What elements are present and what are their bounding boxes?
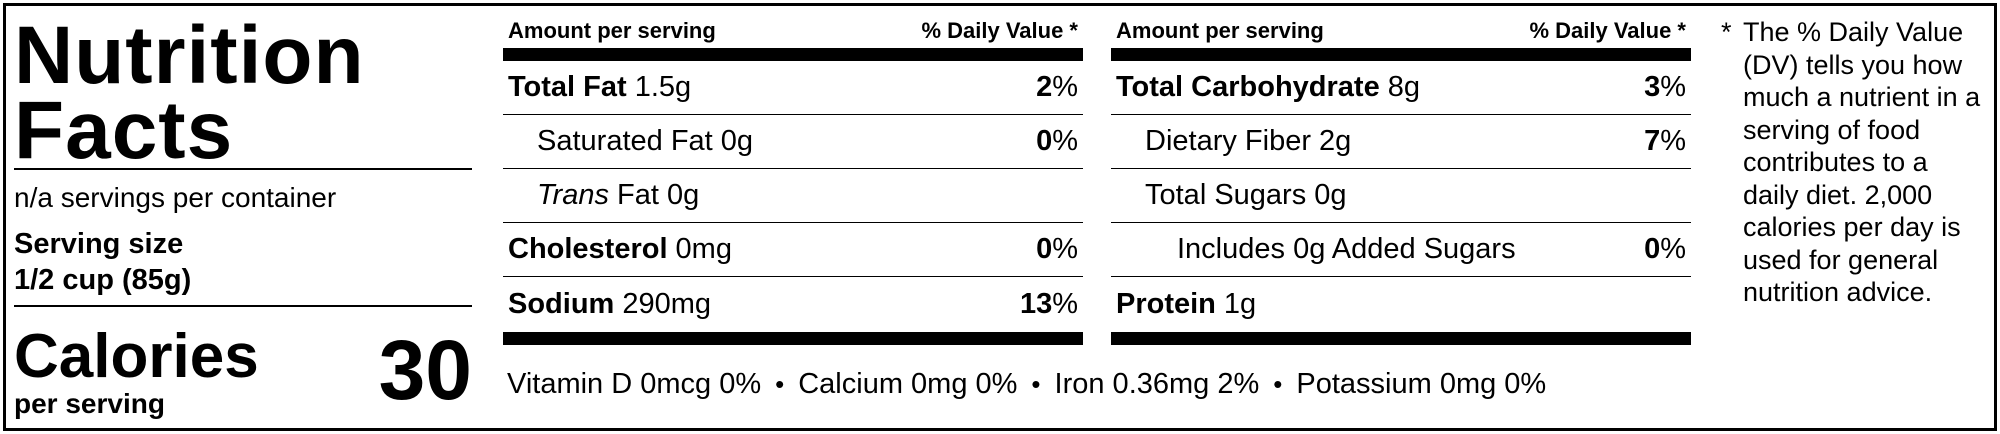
thick-rule (1111, 48, 1691, 61)
amount-per-serving-header: Amount per serving (508, 18, 716, 43)
daily-value-percent: 0% (1036, 125, 1078, 157)
nutrient-name: Cholesterol (508, 233, 668, 265)
nutrient-row-total-fat: Total Fat 1.5g 2% (503, 61, 1083, 115)
nutrient-name: Protein (1116, 287, 1216, 320)
nutrient-amount: 290mg (622, 287, 712, 320)
daily-value-percent: 2% (1036, 71, 1078, 103)
vitamins-minerals-line: Vitamin D 0mcg 0% • Calcium 0mg 0% • Iro… (503, 354, 1693, 414)
nutrition-facts-label (3, 3, 1997, 431)
nutrient-amount: 0g (1314, 179, 1347, 211)
nutrient-row-dietary-fiber: Dietary Fiber 2g 7% (1111, 115, 1691, 169)
nutrient-amount: 1g (1223, 287, 1257, 320)
calories-label: Calories (14, 322, 259, 391)
calories-value: 30 (378, 323, 472, 417)
nutrient-row-cholesterol: Cholesterol 0mg 0% (503, 223, 1083, 277)
nutrient-name: Total Sugars (1145, 179, 1307, 211)
nutrient-row-added-sugars: Includes 0g Added Sugars 0% (1111, 223, 1691, 277)
nutrient-table-left: Amount per serving % Daily Value * Total… (503, 10, 1083, 420)
nutrient-row-trans-fat: Trans Fat 0g (503, 169, 1083, 223)
table-header: Amount per serving % Daily Value * (1116, 14, 1686, 48)
nutrient-name: Total Fat (508, 71, 627, 103)
serving-size: Serving size 1/2 cup (85g) (14, 226, 191, 298)
nutrient-row-total-carbohydrate: Total Carbohydrate 8g 3% (1111, 61, 1691, 115)
nutrient-row-total-sugars: Total Sugars 0g (1111, 169, 1691, 223)
nutrient-amount: 0mg (675, 233, 732, 265)
label-title: Nutrition Facts (14, 10, 472, 176)
footnote-text: The % Daily Value (DV) tells you how muc… (1743, 17, 1981, 307)
footnote-asterisk: * (1721, 17, 1732, 47)
potassium: Potassium 0mg 0% (1296, 367, 1547, 400)
serving-size-label: Serving size (14, 228, 184, 260)
nutrient-row-protein: Protein 1g (1111, 277, 1691, 331)
nutrient-name: Saturated Fat (537, 125, 713, 157)
thick-rule (503, 48, 1083, 61)
iron: Iron 0.36mg 2% (1054, 367, 1260, 400)
label-title-text: Nutrition Facts (14, 10, 365, 176)
bullet-separator: • (775, 368, 785, 399)
thick-rule (1111, 332, 1691, 345)
daily-value-percent: 0% (1036, 233, 1078, 265)
daily-value-percent: 0% (1644, 233, 1686, 265)
nutrient-name: Dietary Fiber (1145, 125, 1311, 157)
nutrient-name: Sodium (508, 287, 615, 320)
amount-per-serving-header: Amount per serving (1116, 18, 1324, 43)
nutrient-name: Trans (537, 179, 609, 211)
nutrient-table-right: Amount per serving % Daily Value * Total… (1111, 10, 1691, 420)
nutrient-row-saturated-fat: Saturated Fat 0g 0% (503, 115, 1083, 169)
serving-size-value: 1/2 cup (85g) (14, 264, 192, 296)
vitamin-d: Vitamin D 0mcg 0% (507, 367, 762, 400)
daily-value-header: % Daily Value * (1529, 18, 1686, 43)
nutrient-amount: 1.5g (634, 71, 692, 103)
daily-value-header: % Daily Value * (921, 18, 1078, 43)
nutrient-row-sodium: Sodium 290mg 13% (503, 277, 1083, 331)
thick-rule (503, 332, 1083, 345)
nutrient-name: Includes 0g Added Sugars (1177, 233, 1516, 265)
daily-value-percent: 7% (1644, 125, 1686, 157)
daily-value-percent: 13% (1019, 287, 1078, 320)
divider (14, 305, 472, 307)
daily-value-percent: 3% (1644, 71, 1686, 103)
per-serving-label: per serving (14, 388, 165, 419)
nutrient-amount: 2g (1319, 125, 1352, 157)
divider (14, 168, 472, 170)
nutrient-amount: 0g (666, 179, 700, 211)
nutrient-name-suffix: Fat (617, 179, 659, 211)
bullet-separator: • (1031, 368, 1041, 399)
nutrient-name: Total Carbohydrate (1116, 71, 1380, 103)
nutrient-amount: 0g (720, 125, 753, 157)
table-header: Amount per serving % Daily Value * (508, 14, 1078, 48)
summary-column: Nutrition Facts n/a servings per containe… (14, 10, 472, 419)
servings-per-container: n/a servings per container (14, 182, 337, 213)
calcium: Calcium 0mg 0% (798, 367, 1018, 400)
bullet-separator: • (1273, 368, 1283, 399)
nutrient-amount: 8g (1387, 71, 1420, 103)
